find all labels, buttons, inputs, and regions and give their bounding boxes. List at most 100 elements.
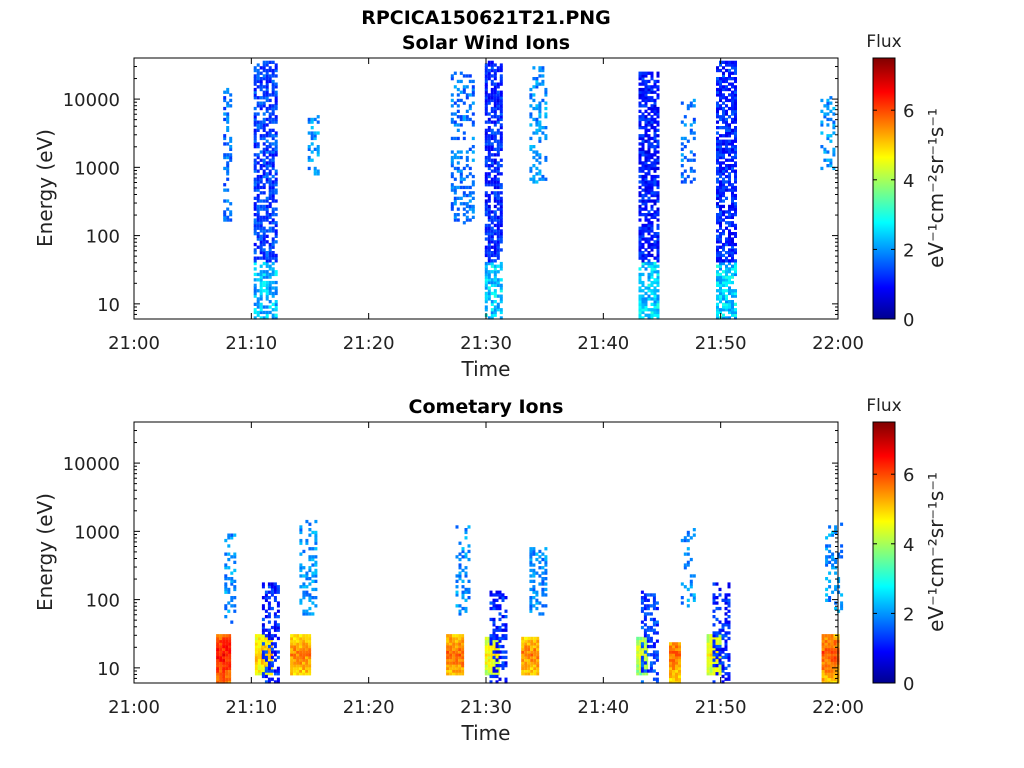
- heatmap-cell: [644, 218, 648, 222]
- heatmap-cell: [656, 93, 660, 97]
- heatmap-cell: [641, 223, 645, 228]
- heatmap-cell: [274, 120, 278, 124]
- heatmap-cell: [689, 131, 693, 135]
- heatmap-cell: [293, 661, 297, 665]
- heatmap-cell: [305, 519, 309, 524]
- heatmap-cell: [487, 642, 491, 646]
- heatmap-cell: [489, 680, 493, 684]
- heatmap-cell: [490, 90, 494, 94]
- heatmap-cell: [719, 237, 722, 241]
- heatmap-cell: [656, 289, 660, 293]
- heatmap-cell: [259, 234, 263, 238]
- heatmap-cell: [496, 302, 500, 306]
- heatmap-cell: [722, 74, 725, 78]
- heatmap-cell: [302, 639, 306, 643]
- heatmap-cell: [719, 218, 722, 222]
- heatmap-cell: [650, 316, 654, 320]
- heatmap-cell: [492, 669, 496, 673]
- heatmap-cell: [656, 85, 660, 89]
- heatmap-cell: [310, 120, 314, 124]
- heatmap-cell: [484, 223, 488, 228]
- heatmap-cell: [734, 242, 737, 247]
- heatmap-cell: [731, 147, 734, 151]
- heatmap-cell: [267, 585, 271, 589]
- heatmap-cell: [262, 74, 266, 78]
- heatmap-cell: [256, 221, 260, 225]
- heatmap-cell: [639, 672, 643, 676]
- heatmap-cell: [644, 174, 648, 179]
- heatmap-cell: [529, 606, 533, 611]
- heatmap-cell: [259, 237, 263, 241]
- heatmap-cell: [541, 126, 545, 130]
- heatmap-cell: [715, 666, 719, 670]
- heatmap-cell: [228, 661, 232, 665]
- heatmap-cell: [727, 598, 731, 602]
- heatmap-cell: [734, 207, 737, 211]
- heatmap-cell: [653, 164, 657, 168]
- heatmap-cell: [471, 120, 475, 124]
- heatmap-cell: [484, 291, 488, 296]
- heatmap-cell: [265, 204, 269, 209]
- heatmap-cell: [734, 112, 737, 116]
- heatmap-cell: [290, 666, 294, 670]
- heatmap-cell: [493, 134, 497, 138]
- heatmap-cell: [254, 672, 258, 676]
- heatmap-cell: [259, 316, 263, 320]
- heatmap-cell: [229, 158, 233, 162]
- heatmap-cell: [259, 242, 263, 247]
- heatmap-cell: [655, 601, 659, 605]
- heatmap-cell: [267, 644, 271, 649]
- heatmap-cell: [538, 153, 542, 157]
- heatmap-cell: [493, 223, 497, 228]
- heatmap-cell: [678, 644, 681, 649]
- heatmap-cell: [734, 270, 737, 274]
- heatmap-cell: [453, 101, 457, 105]
- heatmap-cell: [725, 120, 728, 124]
- heatmap-cell: [672, 664, 675, 668]
- heatmap-cell: [455, 585, 459, 589]
- heatmap-cell: [496, 106, 500, 111]
- heatmap-cell: [734, 155, 737, 160]
- heatmap-cell: [268, 93, 272, 97]
- heatmap-cell: [316, 131, 320, 135]
- heatmap-cell: [499, 286, 503, 290]
- heatmap-cell: [259, 278, 263, 282]
- heatmap-cell: [656, 134, 660, 138]
- heatmap-cell: [719, 90, 722, 94]
- heatmap-cell: [725, 123, 728, 127]
- heatmap-cell: [490, 283, 494, 287]
- heatmap-cell: [678, 672, 681, 676]
- heatmap-cell: [216, 669, 220, 673]
- heatmap-cell: [276, 604, 280, 608]
- heatmap-cell: [536, 664, 540, 668]
- heatmap-cell: [678, 658, 681, 662]
- heatmap-cell: [259, 302, 263, 306]
- heatmap-cell: [484, 106, 488, 111]
- heatmap-cell: [256, 177, 260, 181]
- heatmap-cell: [495, 628, 499, 632]
- heatmap-cell: [532, 574, 536, 578]
- heatmap-cell: [722, 218, 725, 222]
- heatmap-cell: [656, 280, 660, 285]
- heatmap-cell: [308, 634, 312, 638]
- heatmap-cell: [653, 191, 657, 195]
- heatmap-cell: [544, 126, 548, 130]
- heatmap-cell: [535, 77, 539, 81]
- heatmap-cell: [487, 199, 491, 203]
- heatmap-cell: [267, 666, 271, 670]
- heatmap-cell: [544, 560, 548, 564]
- heatmap-cell: [689, 104, 693, 108]
- heatmap-cell: [499, 237, 503, 241]
- heatmap-cell: [715, 661, 719, 665]
- heatmap-cell: [643, 606, 647, 611]
- heatmap-cell: [533, 639, 537, 643]
- heatmap-cell: [644, 305, 648, 309]
- heatmap-cell: [484, 74, 488, 78]
- heatmap-cell: [484, 261, 488, 266]
- heatmap-cell: [458, 658, 462, 662]
- heatmap-cell: [484, 251, 488, 255]
- heatmap-cell: [265, 207, 269, 211]
- heatmap-cell: [641, 272, 645, 277]
- heatmap-cell: [262, 207, 266, 211]
- heatmap-cell: [299, 552, 303, 556]
